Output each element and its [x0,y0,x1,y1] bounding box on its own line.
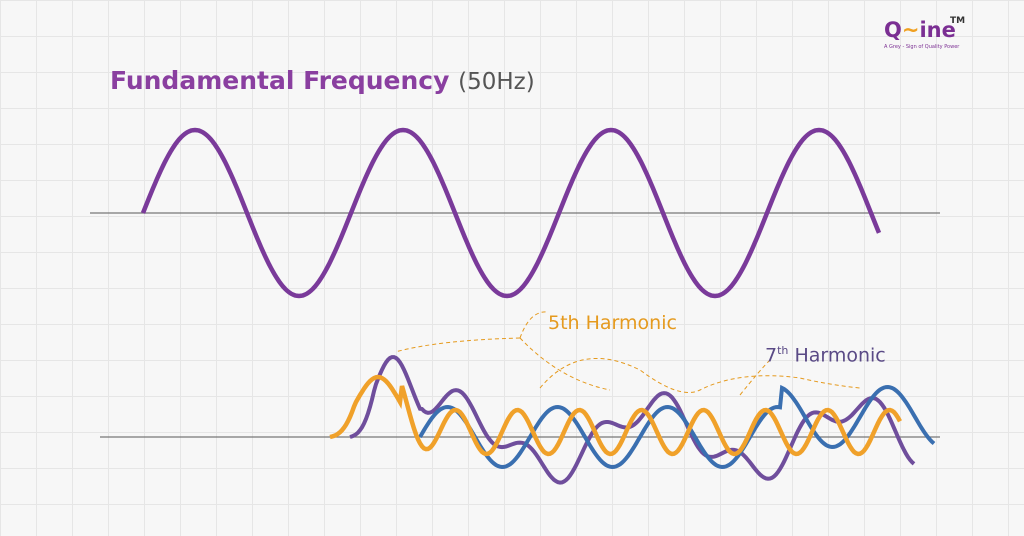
ordinal: 7 [765,344,778,367]
harmonic-wave [329,374,902,457]
pointer [519,311,549,339]
harmonic-label: 5th Harmonic [548,312,677,334]
fundamental-wave [140,127,882,299]
pointer [394,337,521,353]
pointer [539,357,861,393]
harmonic-label: 7th Harmonic [765,344,886,366]
harmonic-wave [418,384,936,470]
ordinal-suffix: th [777,344,789,357]
title: Fundamental Frequency (50Hz) [110,66,535,95]
title-note: (50Hz) [458,69,535,95]
trademark: TM [950,16,966,26]
pointer [739,359,771,396]
title-main: Fundamental Frequency [110,66,450,95]
harmonic-word: Harmonic [794,344,886,367]
logo-suffix: ine [919,18,956,42]
pointer [519,337,611,391]
logo: Q~ine TM A Grey - Sign of Quality Power [884,16,966,50]
tagline: A Grey - Sign of Quality Power [884,44,960,50]
logo-prefix: Q [884,18,902,42]
